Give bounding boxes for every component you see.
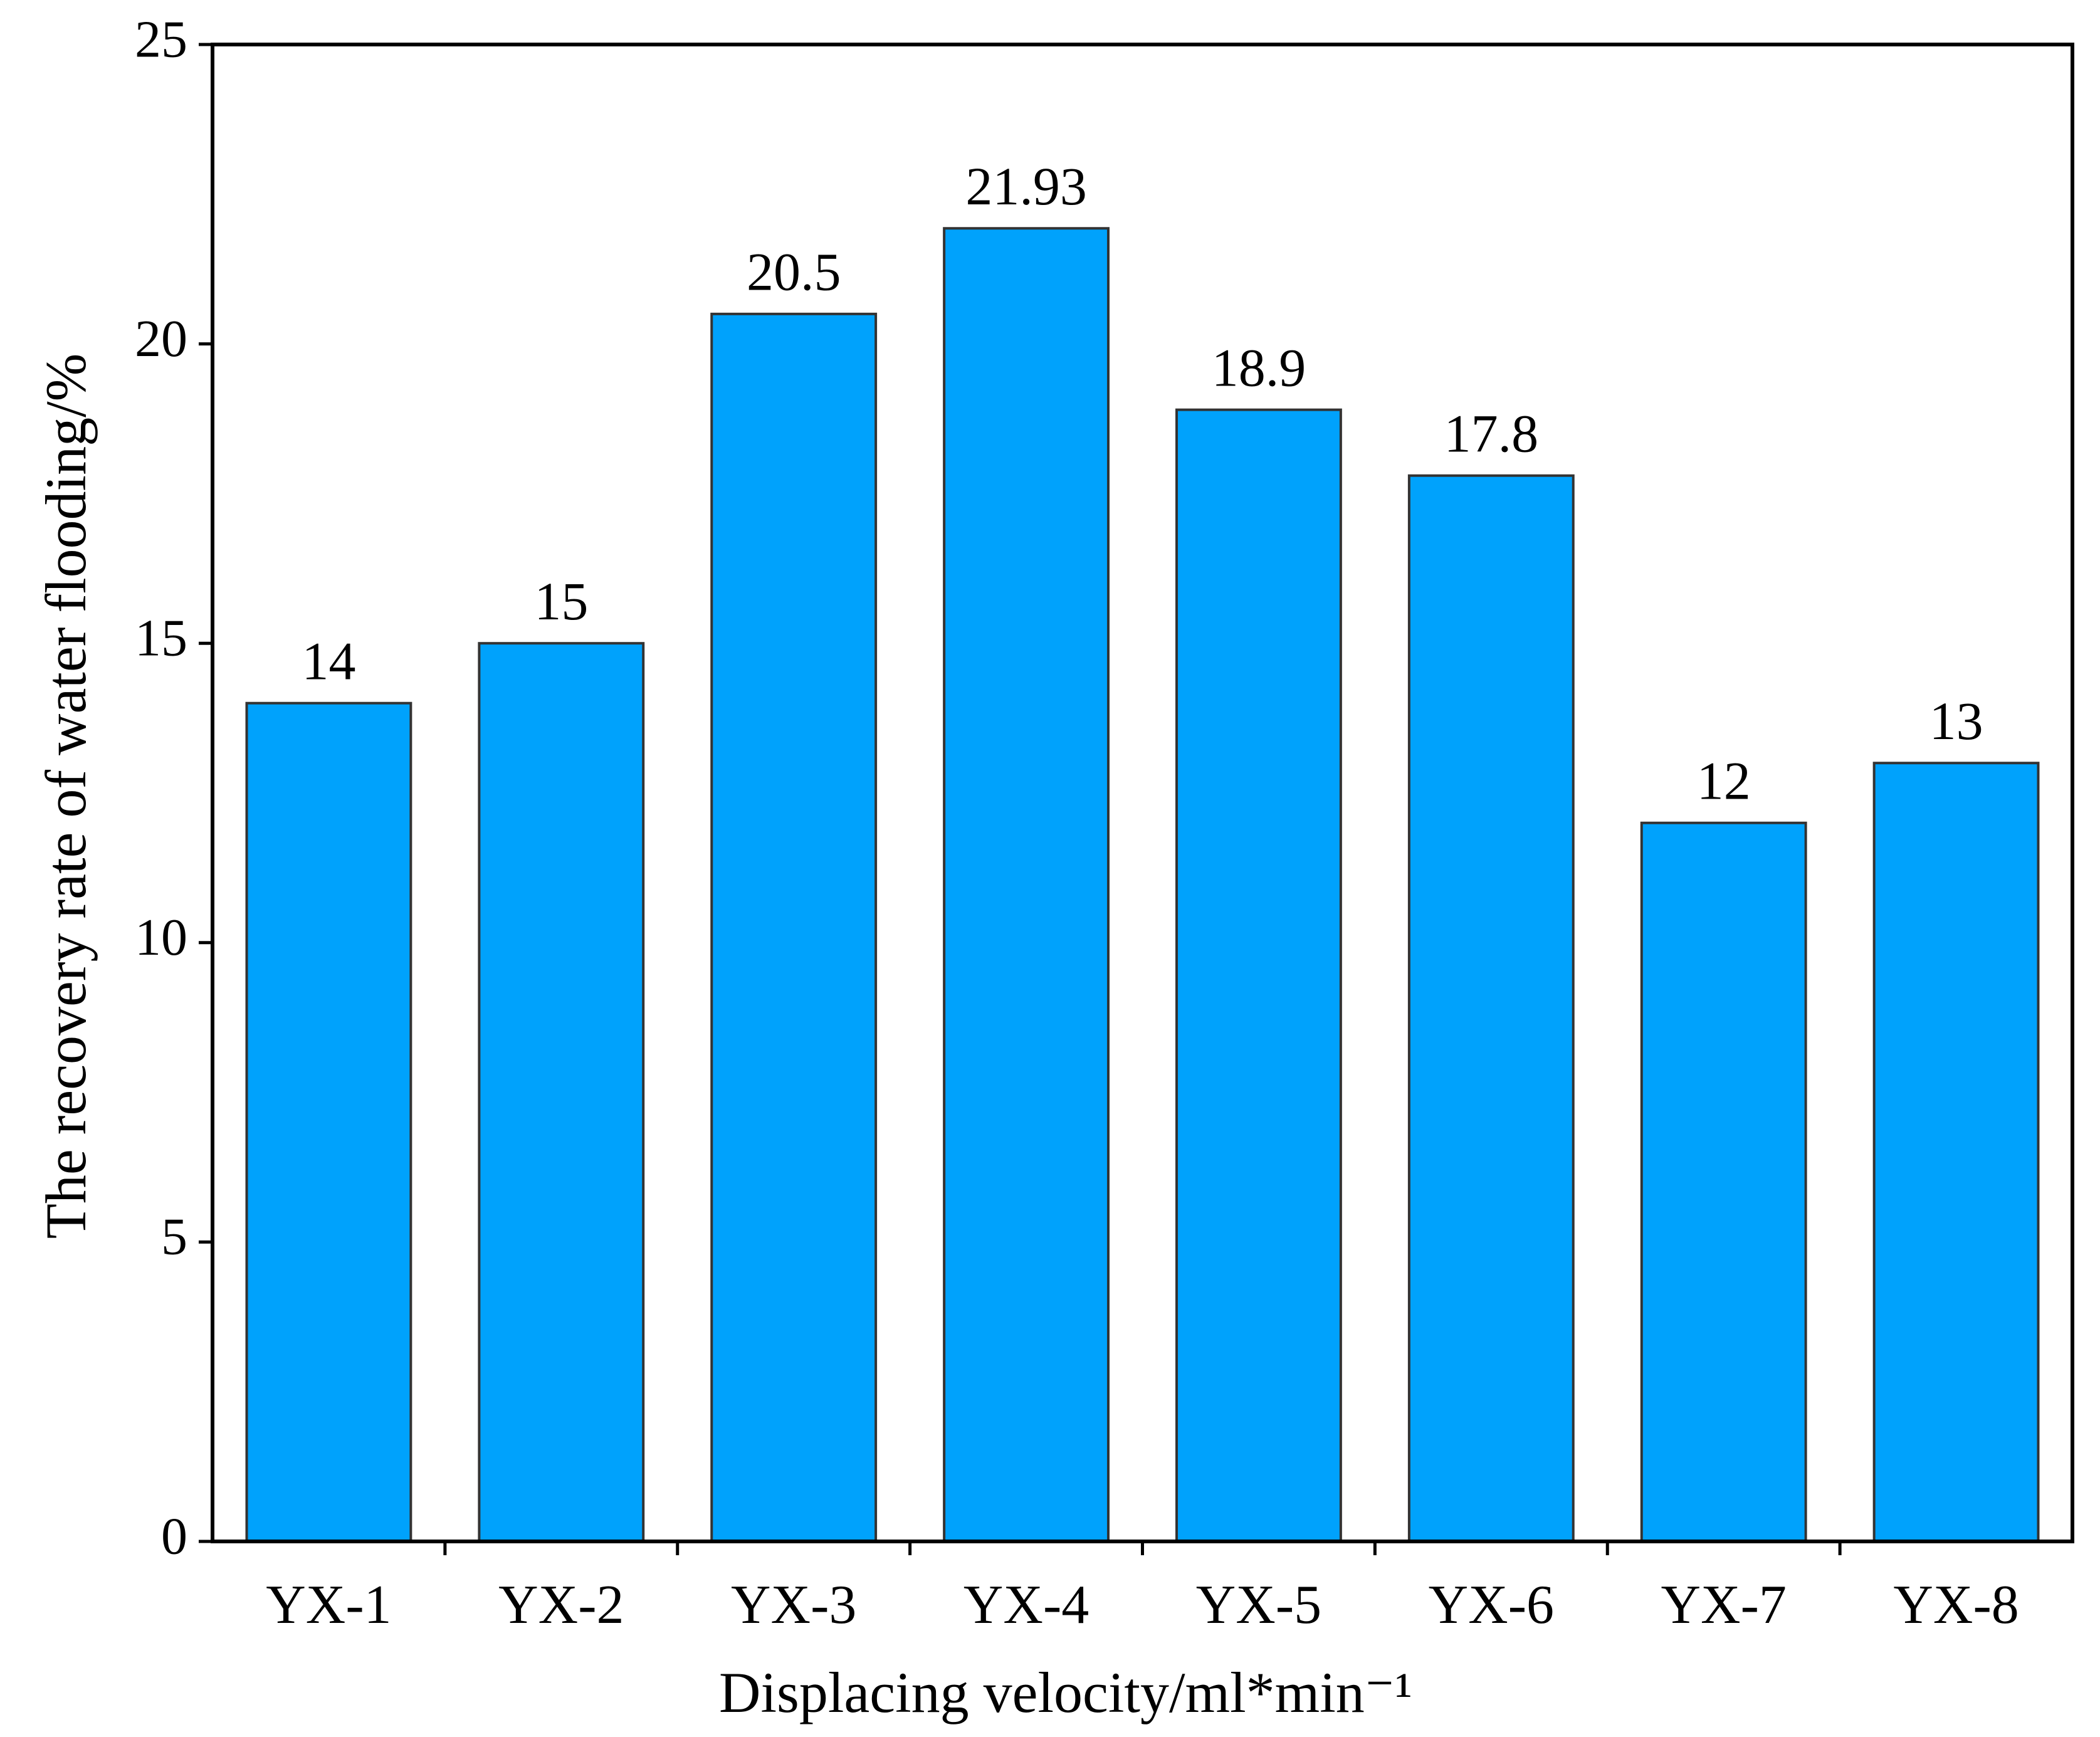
bar <box>245 701 412 1543</box>
y-tick-label: 10 <box>135 908 187 967</box>
y-tick-label: 20 <box>135 310 187 368</box>
y-tick-label: 25 <box>135 10 187 68</box>
value-label: 18.9 <box>1212 337 1306 397</box>
y-tick-label: 0 <box>161 1507 187 1565</box>
value-label: 12 <box>1697 750 1751 811</box>
value-label: 14 <box>302 631 355 691</box>
x-tick-label: YX-3 <box>731 1575 856 1635</box>
bar <box>1640 821 1807 1543</box>
x-tick-label: YX-5 <box>1196 1575 1321 1635</box>
value-label: 20.5 <box>747 242 841 302</box>
value-label: 17.8 <box>1444 403 1539 463</box>
x-axis-label: Displacing velocity/ml*min⁻¹ <box>719 1661 1412 1724</box>
y-tick-label: 5 <box>161 1208 187 1266</box>
bar <box>1872 762 2040 1543</box>
x-tick-label: YX-4 <box>963 1575 1089 1635</box>
x-tick-label: YX-1 <box>266 1575 391 1635</box>
x-tick-label: YX-8 <box>1893 1575 2019 1635</box>
bar <box>710 312 878 1543</box>
plot-frame <box>211 43 2074 1543</box>
y-tick-label: 15 <box>135 609 187 667</box>
bar <box>1175 408 1342 1543</box>
value-label: 15 <box>534 571 588 631</box>
value-label: 13 <box>1929 691 1983 751</box>
x-tick-label: YX-2 <box>498 1575 624 1635</box>
x-tick-label: YX-6 <box>1429 1575 1554 1635</box>
value-label: 21.93 <box>965 156 1087 216</box>
bar <box>478 642 645 1543</box>
bar <box>943 227 1110 1543</box>
bar <box>1407 474 1575 1543</box>
x-tick-label: YX-7 <box>1661 1575 1786 1635</box>
y-axis-label: The recovery rate of water flooding/% <box>34 354 98 1239</box>
